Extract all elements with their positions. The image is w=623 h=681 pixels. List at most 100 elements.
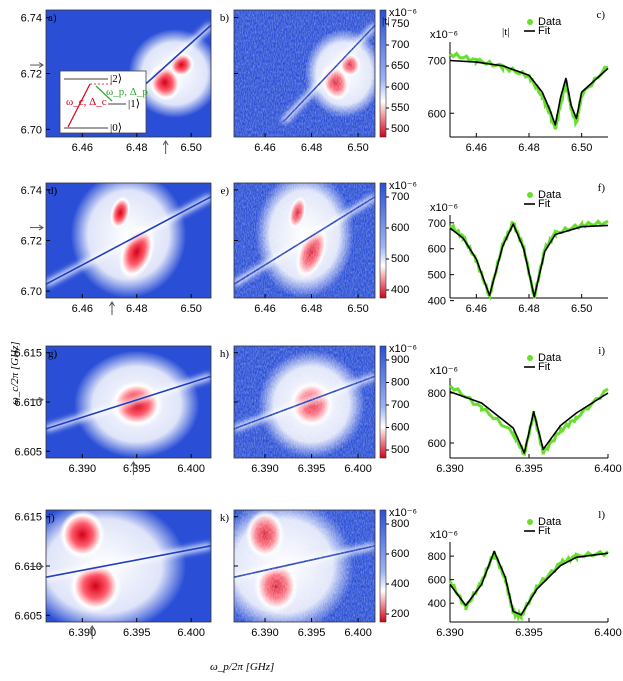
x-tick-label: 6.395 (123, 627, 151, 639)
colorbar-tick-label: 750 (391, 18, 409, 30)
x-tick-label: 6.48 (518, 142, 539, 154)
y-tick-label: 700 (428, 55, 446, 67)
panel-d: 6.46 6.48 6.50 6.74 6.72 6.70 d) (21, 171, 213, 315)
probe-arrow-head (38, 224, 44, 231)
colorbar-tick-label: 650 (391, 60, 409, 72)
colorbar (379, 509, 387, 623)
x-tick-label: 6.400 (344, 627, 372, 639)
colorbar-tick-label: 400 (391, 284, 409, 296)
data-series (449, 51, 609, 131)
trace-unit-label: |t| (502, 26, 509, 38)
x-tick-label: 6.50 (347, 303, 368, 315)
panel-tag: e) (220, 185, 229, 197)
trace-exponent: x10⁻⁶ (430, 365, 458, 377)
colorbar-unit: |t| (382, 15, 389, 27)
colorbar-tick-label: 500 (391, 444, 409, 456)
x-tick-label: 6.46 (466, 142, 487, 154)
x-tick-label: 6.400 (594, 463, 622, 475)
y-tick-label: 600 (428, 244, 446, 256)
x-tick-label: 6.48 (301, 142, 322, 154)
pump-arrow-head (162, 140, 169, 146)
x-tick-label: 6.400 (177, 627, 205, 639)
colorbar-tick-label: 500 (391, 253, 409, 265)
trace-exponent: x10⁻⁶ (430, 202, 458, 214)
legend-data-marker (527, 19, 533, 25)
colorbar-tick-label: 900 (391, 354, 409, 366)
data-series (448, 549, 610, 623)
y-tick-label: 600 (428, 108, 446, 120)
y-tick-label: 700 (428, 218, 446, 230)
level-inset (59, 70, 147, 134)
panel-tag: j) (47, 512, 55, 524)
x-tick-label: 6.390 (69, 627, 97, 639)
colorbar-tick-label: 600 (391, 422, 409, 434)
y-tick-label: 6.74 (21, 13, 42, 25)
x-tick-label: 6.395 (515, 463, 543, 475)
panel-tag: f) (598, 182, 606, 194)
x-tick-label: 6.46 (254, 142, 275, 154)
panel-a: 6.46 6.48 6.50 6.74 6.72 6.70 a) |2⟩ |1⟩ |0⟩ ω_c, … (21, 9, 221, 154)
panel-tag: c) (596, 9, 605, 21)
x-tick-label: 6.390 (69, 463, 97, 475)
x-axis-label: ω_p/2π [GHz] (210, 661, 274, 673)
x-tick-label: 6.46 (72, 303, 93, 315)
x-tick-label: 6.390 (251, 627, 279, 639)
x-tick-label: 6.400 (344, 463, 372, 475)
y-tick-label: 6.605 (14, 446, 42, 458)
y-tick-label: 400 (428, 598, 446, 610)
panel-tag: d) (48, 185, 58, 197)
panel-tag: i) (598, 345, 605, 357)
colorbar-exponent: x10⁻⁶ (389, 7, 417, 19)
panel-tag: a) (48, 12, 57, 24)
map-noise (234, 10, 375, 137)
colorbar-tick-label: 600 (391, 222, 409, 234)
y-tick-label: 500 (428, 270, 446, 282)
colorbar-tick-label: 400 (391, 578, 409, 590)
fit-series (449, 550, 609, 616)
colorbar (379, 345, 387, 459)
x-tick-label: 6.395 (298, 627, 326, 639)
x-tick-label: 6.46 (72, 142, 93, 154)
x-tick-label: 6.390 (436, 463, 464, 475)
trace-exponent: x10⁻⁶ (430, 29, 458, 41)
x-tick-label: 6.395 (298, 463, 326, 475)
map-noise (234, 346, 375, 458)
fit-series (449, 391, 609, 454)
x-tick-label: 6.390 (436, 627, 464, 639)
y-tick-label: 6.70 (21, 124, 42, 136)
x-tick-label: 6.50 (571, 303, 592, 315)
x-tick-label: 6.390 (251, 463, 279, 475)
legend-data-label: Data (538, 352, 562, 364)
legend-fit-label: Fit (538, 25, 550, 37)
colorbar (379, 182, 387, 299)
colorbar-tick-label: 700 (391, 39, 409, 51)
x-tick-label: 6.48 (126, 303, 147, 315)
x-tick-label: 6.50 (180, 303, 201, 315)
colorbar-tick-label: 550 (391, 102, 409, 114)
fit-series (449, 223, 609, 298)
x-tick-label: 6.46 (466, 303, 487, 315)
pump-arrow-head (109, 301, 115, 307)
legend-data-marker (527, 355, 533, 361)
panel-j: 6.390 6.395 6.400 6.615 6.610 6.605 j) (14, 498, 212, 639)
panel-tag: g) (48, 348, 58, 360)
y-tick-label: 6.610 (14, 561, 42, 573)
y-tick-label: 6.70 (21, 286, 42, 298)
legend-data-marker (527, 519, 533, 525)
y-tick-label: 6.615 (14, 512, 42, 524)
fit-series (449, 59, 609, 126)
y-tick-label: 600 (428, 438, 446, 450)
legend-fit-label: Fit (538, 361, 550, 373)
legend-data-label: Data (538, 189, 562, 201)
map-anticrossing-line (45, 375, 212, 430)
energy-level-label: |0⟩ (110, 122, 122, 134)
trace-exponent: x10⁻⁶ (430, 529, 458, 541)
legend-data-marker (527, 192, 533, 198)
x-tick-label: 6.395 (515, 627, 543, 639)
pump-arrow-head (89, 625, 96, 631)
control-transition (95, 85, 113, 102)
